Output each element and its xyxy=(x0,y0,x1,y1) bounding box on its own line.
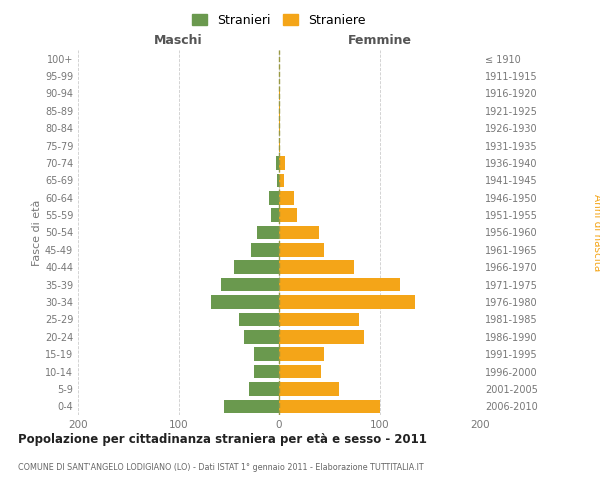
Bar xyxy=(257,226,279,239)
Bar xyxy=(279,243,324,256)
Bar xyxy=(271,208,279,222)
Bar xyxy=(279,208,297,222)
Text: Maschi: Maschi xyxy=(154,34,203,46)
Bar xyxy=(239,312,279,326)
Bar xyxy=(279,312,359,326)
Bar xyxy=(279,156,285,170)
Bar xyxy=(279,104,280,118)
Bar xyxy=(279,365,321,378)
Bar xyxy=(279,278,400,291)
Bar xyxy=(279,330,364,344)
Legend: Stranieri, Straniere: Stranieri, Straniere xyxy=(187,8,371,32)
Bar xyxy=(279,174,284,187)
Bar xyxy=(249,382,279,396)
Text: COMUNE DI SANT'ANGELO LODIGIANO (LO) - Dati ISTAT 1° gennaio 2011 - Elaborazione: COMUNE DI SANT'ANGELO LODIGIANO (LO) - D… xyxy=(18,462,424,471)
Bar xyxy=(279,295,415,309)
Text: Anni di nascita: Anni di nascita xyxy=(592,194,600,271)
Bar xyxy=(279,86,280,100)
Bar xyxy=(279,348,324,361)
Text: Femmine: Femmine xyxy=(347,34,412,46)
Bar xyxy=(234,260,279,274)
Y-axis label: Fasce di età: Fasce di età xyxy=(32,200,42,266)
Bar xyxy=(221,278,279,291)
Bar xyxy=(211,295,279,309)
Bar xyxy=(277,174,279,187)
Bar xyxy=(279,226,319,239)
Bar xyxy=(279,122,280,135)
Bar xyxy=(244,330,279,344)
Text: Popolazione per cittadinanza straniera per età e sesso - 2011: Popolazione per cittadinanza straniera p… xyxy=(18,432,427,446)
Bar xyxy=(279,400,380,413)
Bar xyxy=(224,400,279,413)
Bar xyxy=(279,382,340,396)
Bar xyxy=(254,365,279,378)
Bar xyxy=(276,156,279,170)
Bar xyxy=(279,191,294,204)
Bar xyxy=(254,348,279,361)
Bar xyxy=(269,191,279,204)
Bar xyxy=(279,260,355,274)
Bar xyxy=(279,139,280,152)
Bar xyxy=(251,243,279,256)
